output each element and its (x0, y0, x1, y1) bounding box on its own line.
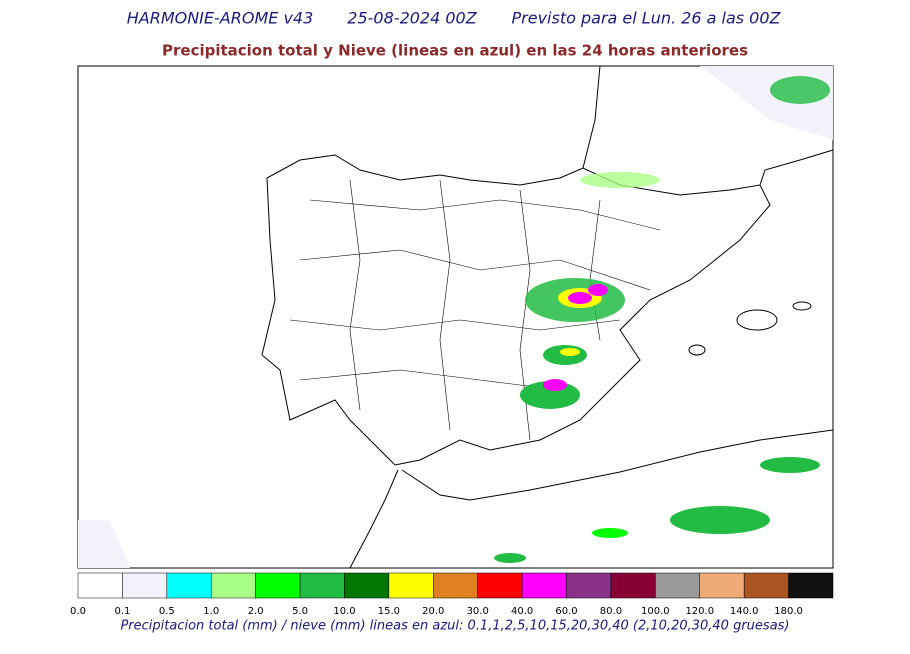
colorbar-box (122, 572, 168, 599)
colorbar-label: 140.0 (730, 606, 759, 617)
colorbar-box (566, 572, 612, 599)
colorbar-label: 80.0 (600, 606, 622, 617)
run: 25-08-2024 00Z (347, 9, 477, 28)
colorbar-label: 60.0 (555, 606, 577, 617)
forecast: Previsto para el Lun. 26 a las 00Z (512, 9, 782, 28)
colorbar-box (255, 572, 301, 599)
colorbar-label: 1.0 (203, 606, 219, 617)
colorbar-label: 20.0 (422, 606, 444, 617)
colorbar-box (388, 572, 434, 599)
colorbar-box (743, 572, 789, 599)
colorbar-label: 5.0 (292, 606, 308, 617)
colorbar-box (699, 572, 745, 599)
colorbar-box (433, 572, 478, 599)
colorbar-box (521, 572, 567, 599)
colorbar-label: 180.0 (774, 606, 803, 617)
colorbar-box (655, 572, 701, 599)
map (77, 65, 834, 569)
colorbar-box (344, 572, 390, 599)
colorbar-label: 2.0 (248, 606, 264, 617)
colorbar-box (477, 572, 523, 599)
colorbar-box (610, 572, 656, 599)
colorbar-label: 15.0 (378, 606, 400, 617)
colorbar-box (166, 572, 212, 599)
caption: Precipitacion total (mm) / nieve (mm) li… (120, 619, 789, 634)
colorbar-label: 0.5 (159, 606, 175, 617)
colorbar-label: 10.0 (333, 606, 355, 617)
colorbar-label: 30.0 (467, 606, 489, 617)
model: HARMONIE-AROME v43 (127, 9, 314, 28)
colorbar-label: 0.1 (114, 606, 130, 617)
colorbar-label: 0.0 (70, 606, 86, 617)
colorbar-label: 40.0 (511, 606, 533, 617)
colorbar-label: 120.0 (685, 606, 714, 617)
colorbar-label: 100.0 (641, 606, 670, 617)
colorbar-box (299, 572, 345, 599)
colorbar-box (77, 572, 123, 599)
subtitle: Precipitacion total y Nieve (lineas en a… (162, 42, 748, 60)
colorbar: 0.0 0.1 0.5 1.0 2.0 5.0 10.0 15.0 20.0 30.0 40.0 60… (70, 572, 834, 617)
colorbar-box (788, 572, 834, 599)
colorbar-box (210, 572, 256, 599)
